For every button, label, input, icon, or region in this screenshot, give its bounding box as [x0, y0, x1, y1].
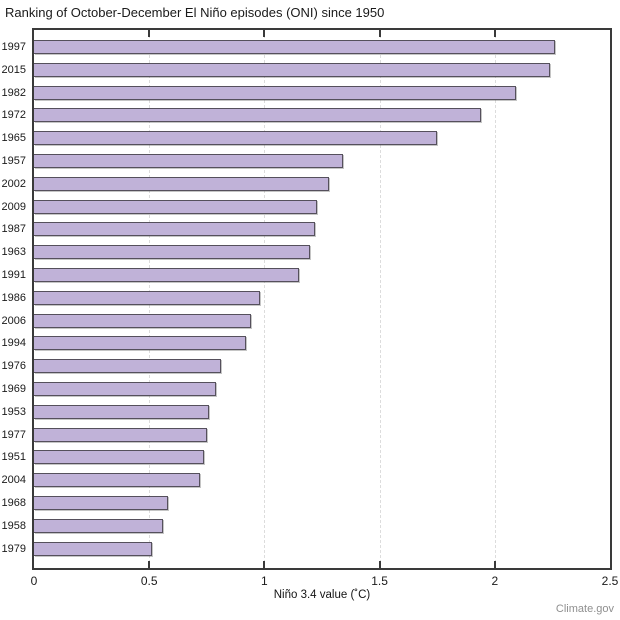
y-tick-label-2009: 2009	[1, 200, 26, 213]
bottom-tick-1	[263, 561, 266, 568]
bar-2004	[34, 473, 200, 488]
y-tick-label-1972: 1972	[1, 109, 26, 122]
x-tick-label-0: 0	[30, 574, 38, 588]
top-tick-0.5	[148, 30, 151, 37]
plot-area	[32, 28, 612, 570]
bar-1991	[34, 268, 299, 282]
watermark-credit: Climate.gov	[555, 603, 614, 615]
top-tick-2	[493, 30, 496, 37]
y-tick-label-1976: 1976	[1, 360, 26, 373]
y-tick-label-1969: 1969	[1, 383, 26, 395]
y-tick-label-1991: 1991	[1, 269, 26, 281]
y-tick-label-1963: 1963	[1, 246, 26, 259]
bar-1987	[34, 222, 316, 237]
bar-1957	[34, 154, 343, 168]
x-tick-label-1.5: 1.5	[371, 574, 388, 588]
x-axis-title: Niño 3.4 value (˚C)	[273, 589, 371, 601]
bar-1958	[34, 518, 164, 533]
bar-2006	[34, 313, 251, 328]
bar-1953	[34, 404, 210, 419]
bar-1963	[34, 245, 311, 260]
bar-1951	[34, 450, 205, 465]
x-tick-label-2.5: 2.5	[601, 574, 619, 588]
y-tick-label-1957: 1957	[1, 155, 26, 167]
bar-2002	[34, 176, 329, 191]
y-axis-labels: 1997 2015 1982 1972 1965 1957 2002 2009 1987 1963…	[0, 30, 28, 568]
bar-1965	[34, 131, 438, 146]
y-tick-label-1987: 1987	[1, 223, 26, 236]
bar-1982	[34, 85, 516, 100]
bar-2009	[34, 199, 318, 214]
y-tick-label-1965: 1965	[1, 132, 26, 145]
bottom-tick-1.5	[378, 561, 381, 568]
bottom-tick-2	[493, 561, 496, 568]
y-tick-label-1994: 1994	[1, 337, 26, 350]
chart-title: Ranking of October-December El Niño epis…	[5, 5, 385, 20]
y-tick-label-1951: 1951	[1, 451, 26, 464]
y-tick-label-2004: 2004	[1, 474, 26, 487]
x-tick-label-0.5: 0.5	[140, 574, 158, 588]
y-tick-label-1968: 1968	[1, 497, 26, 509]
bar-1994	[34, 336, 246, 351]
y-tick-label-2006: 2006	[1, 314, 26, 327]
top-tick-1	[263, 30, 266, 37]
bar-1997	[34, 40, 555, 54]
bar-1977	[34, 427, 207, 442]
bar-1979	[34, 541, 152, 556]
y-tick-label-1997: 1997	[1, 41, 26, 53]
y-tick-label-1986: 1986	[1, 291, 26, 304]
y-tick-label-1977: 1977	[1, 428, 26, 441]
bar-1969	[34, 382, 217, 396]
bar-1968	[34, 496, 168, 510]
y-tick-label-2015: 2015	[1, 63, 26, 76]
y-tick-label-1982: 1982	[1, 86, 26, 99]
bar-1976	[34, 359, 221, 374]
y-tick-label-1958: 1958	[1, 519, 26, 532]
y-tick-label-1953: 1953	[1, 405, 26, 418]
gridline-1.5	[379, 30, 381, 568]
bar-2015	[34, 62, 551, 77]
top-tick-1.5	[378, 30, 381, 37]
x-tick-label-2: 2	[491, 574, 499, 588]
bar-1972	[34, 108, 481, 123]
y-tick-label-1979: 1979	[1, 542, 26, 555]
y-tick-label-2002: 2002	[1, 177, 26, 190]
gridline-2	[494, 30, 496, 568]
bottom-tick-0.5	[148, 561, 151, 568]
gridline-1	[264, 30, 266, 568]
bar-1986	[34, 290, 260, 305]
x-axis-tick-labels: 0 0.5 1 1.5 2 2.5	[0, 574, 620, 589]
x-tick-label-1: 1	[261, 574, 268, 588]
